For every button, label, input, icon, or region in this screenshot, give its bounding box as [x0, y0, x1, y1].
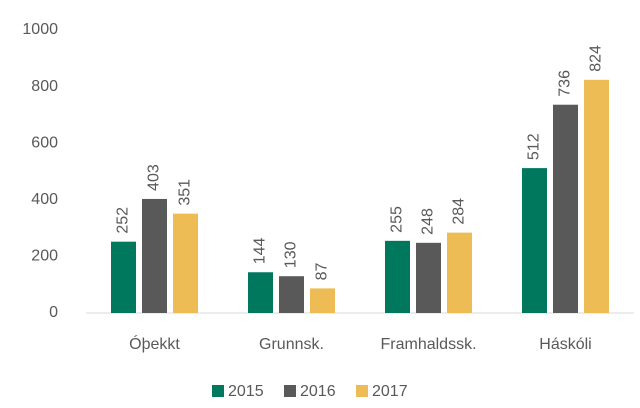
y-tick-label: 800	[31, 78, 58, 95]
bar	[553, 104, 578, 313]
y-tick-label: 400	[31, 191, 58, 208]
y-tick-label: 0	[49, 304, 58, 321]
y-tick-label: 600	[31, 134, 58, 151]
data-label: 248	[420, 208, 437, 235]
data-label: 252	[115, 207, 132, 234]
x-tick-label: Grunnsk.	[259, 336, 324, 353]
data-label: 144	[252, 237, 269, 264]
bar	[416, 242, 441, 313]
data-label: 130	[283, 241, 300, 268]
x-tick-label: Framhaldssk.	[380, 336, 476, 353]
legend-swatch	[284, 385, 296, 397]
data-label: 736	[557, 70, 574, 97]
data-label: 87	[314, 262, 331, 280]
bar	[111, 241, 136, 313]
y-tick-label: 1000	[22, 21, 58, 38]
bar	[447, 232, 472, 313]
data-label: 255	[389, 206, 406, 233]
bar	[584, 79, 609, 313]
legend-swatch	[356, 385, 368, 397]
data-label: 512	[526, 133, 543, 160]
legend-label: 2016	[300, 383, 336, 400]
x-tick-label: Háskóli	[539, 336, 591, 353]
y-tick-label: 200	[31, 248, 58, 265]
data-label: 403	[146, 164, 163, 191]
bar	[279, 276, 304, 313]
bar	[142, 198, 167, 313]
bar	[522, 168, 547, 313]
legend-label: 2017	[372, 383, 408, 400]
data-label: 824	[588, 45, 605, 72]
legend-label: 2015	[228, 383, 264, 400]
data-label: 351	[177, 179, 194, 206]
data-label: 284	[451, 198, 468, 225]
bar	[173, 213, 198, 313]
bar	[248, 272, 273, 313]
x-tick-label: Óþekkt	[129, 334, 180, 353]
bar	[385, 240, 410, 313]
legend-swatch	[212, 385, 224, 397]
bar	[310, 288, 335, 313]
